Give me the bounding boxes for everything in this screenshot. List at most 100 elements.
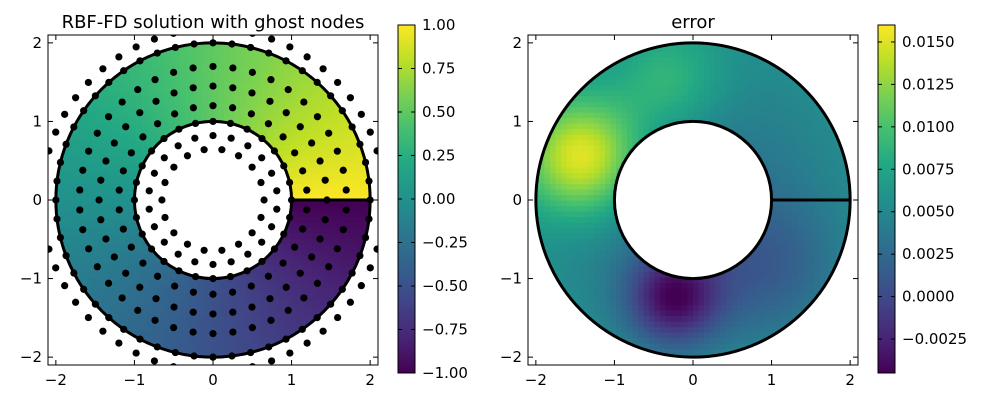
node-point	[267, 316, 275, 324]
node-point	[303, 53, 311, 61]
inner-boundary	[612, 119, 774, 281]
node-point	[175, 125, 183, 133]
node-point	[115, 206, 123, 214]
node-point	[333, 78, 342, 87]
node-point	[279, 259, 287, 267]
node-point	[52, 264, 60, 272]
solution-colorbar-ticks: 1.00 0.75 0.50 0.25 0.00 −0.25 −0.50 −0.75 −1.00	[398, 16, 468, 382]
y-tick-label: −2	[20, 348, 42, 366]
node-point	[115, 186, 123, 194]
node-point	[308, 139, 316, 147]
node-point	[339, 166, 347, 174]
node-point	[102, 157, 110, 165]
node-point	[153, 49, 161, 57]
node-point	[361, 234, 370, 242]
node-point	[209, 353, 217, 361]
node-point	[80, 285, 88, 293]
node-point	[280, 230, 288, 238]
node-point	[280, 162, 288, 170]
node-point	[56, 234, 65, 242]
node-point	[228, 352, 236, 360]
node-point	[348, 123, 356, 131]
node-point	[286, 43, 294, 51]
node-point	[115, 53, 123, 61]
node-point	[120, 67, 128, 75]
node-point	[357, 282, 365, 290]
node-point	[134, 86, 142, 94]
node-point	[229, 84, 237, 92]
node-point	[284, 306, 292, 314]
node-point	[378, 167, 385, 174]
node-point	[248, 229, 256, 237]
node-point	[158, 196, 166, 204]
node-point	[127, 149, 135, 157]
node-point	[171, 43, 179, 52]
node-point	[282, 335, 290, 343]
node-point	[160, 257, 168, 266]
node-point	[191, 258, 199, 266]
x-tick-label: 2	[845, 371, 855, 389]
node-point	[191, 134, 199, 142]
node-point	[118, 294, 126, 302]
y-tick-label: 1	[32, 112, 42, 130]
node-point	[247, 282, 255, 290]
node-point	[160, 154, 168, 162]
node-point	[97, 176, 105, 184]
node-point	[366, 196, 374, 204]
node-point	[62, 140, 70, 148]
node-point	[183, 240, 192, 248]
colorbar-tick-label: −0.25	[422, 234, 468, 252]
node-point	[209, 39, 217, 47]
error-ticks: −2 −1 0 1 2 −2 −1 0 1 2	[500, 34, 858, 389]
node-point	[170, 68, 178, 76]
x-tick-label: 1	[767, 371, 777, 389]
node-point	[365, 215, 373, 223]
node-point	[321, 176, 329, 184]
node-point	[291, 149, 299, 157]
node-point	[258, 238, 266, 246]
node-point	[170, 324, 178, 332]
node-point	[227, 134, 235, 142]
node-point	[303, 186, 311, 194]
node-point	[338, 107, 346, 115]
node-point	[151, 76, 159, 84]
node-point	[299, 225, 307, 233]
node-point	[303, 339, 311, 347]
node-point	[339, 226, 347, 234]
node-point	[150, 35, 159, 43]
node-point	[258, 134, 266, 143]
node-point	[110, 253, 118, 261]
node-point	[122, 123, 130, 131]
node-point	[122, 269, 130, 277]
node-point	[268, 169, 276, 177]
node-point	[303, 206, 311, 214]
node-point	[138, 230, 146, 238]
node-point	[209, 82, 217, 90]
node-point	[136, 109, 144, 117]
y-tick-label: 1	[512, 112, 522, 130]
x-tick-label: −2	[45, 371, 67, 389]
node-point	[243, 267, 251, 275]
node-point	[333, 313, 342, 322]
node-point	[150, 357, 159, 365]
node-point	[267, 76, 275, 84]
node-point	[248, 68, 256, 76]
node-point	[247, 110, 255, 118]
node-point	[62, 252, 70, 260]
node-point	[321, 216, 329, 224]
y-tick-label: 2	[32, 34, 42, 52]
node-point	[93, 263, 101, 271]
node-point	[174, 250, 182, 258]
node-point	[132, 178, 140, 187]
node-point	[316, 235, 324, 243]
node-point	[209, 117, 217, 126]
node-point	[287, 196, 296, 204]
node-point	[209, 290, 217, 298]
solution-ticks: −2 −1 0 1 2 −2 −1 0 1 2	[20, 34, 378, 389]
node-point	[266, 97, 274, 105]
node-point	[348, 269, 356, 277]
node-point	[189, 308, 197, 316]
colorbar-tick-label: 0.25	[422, 147, 455, 165]
node-point	[229, 288, 237, 296]
error-colorbar-gradient	[877, 24, 896, 374]
